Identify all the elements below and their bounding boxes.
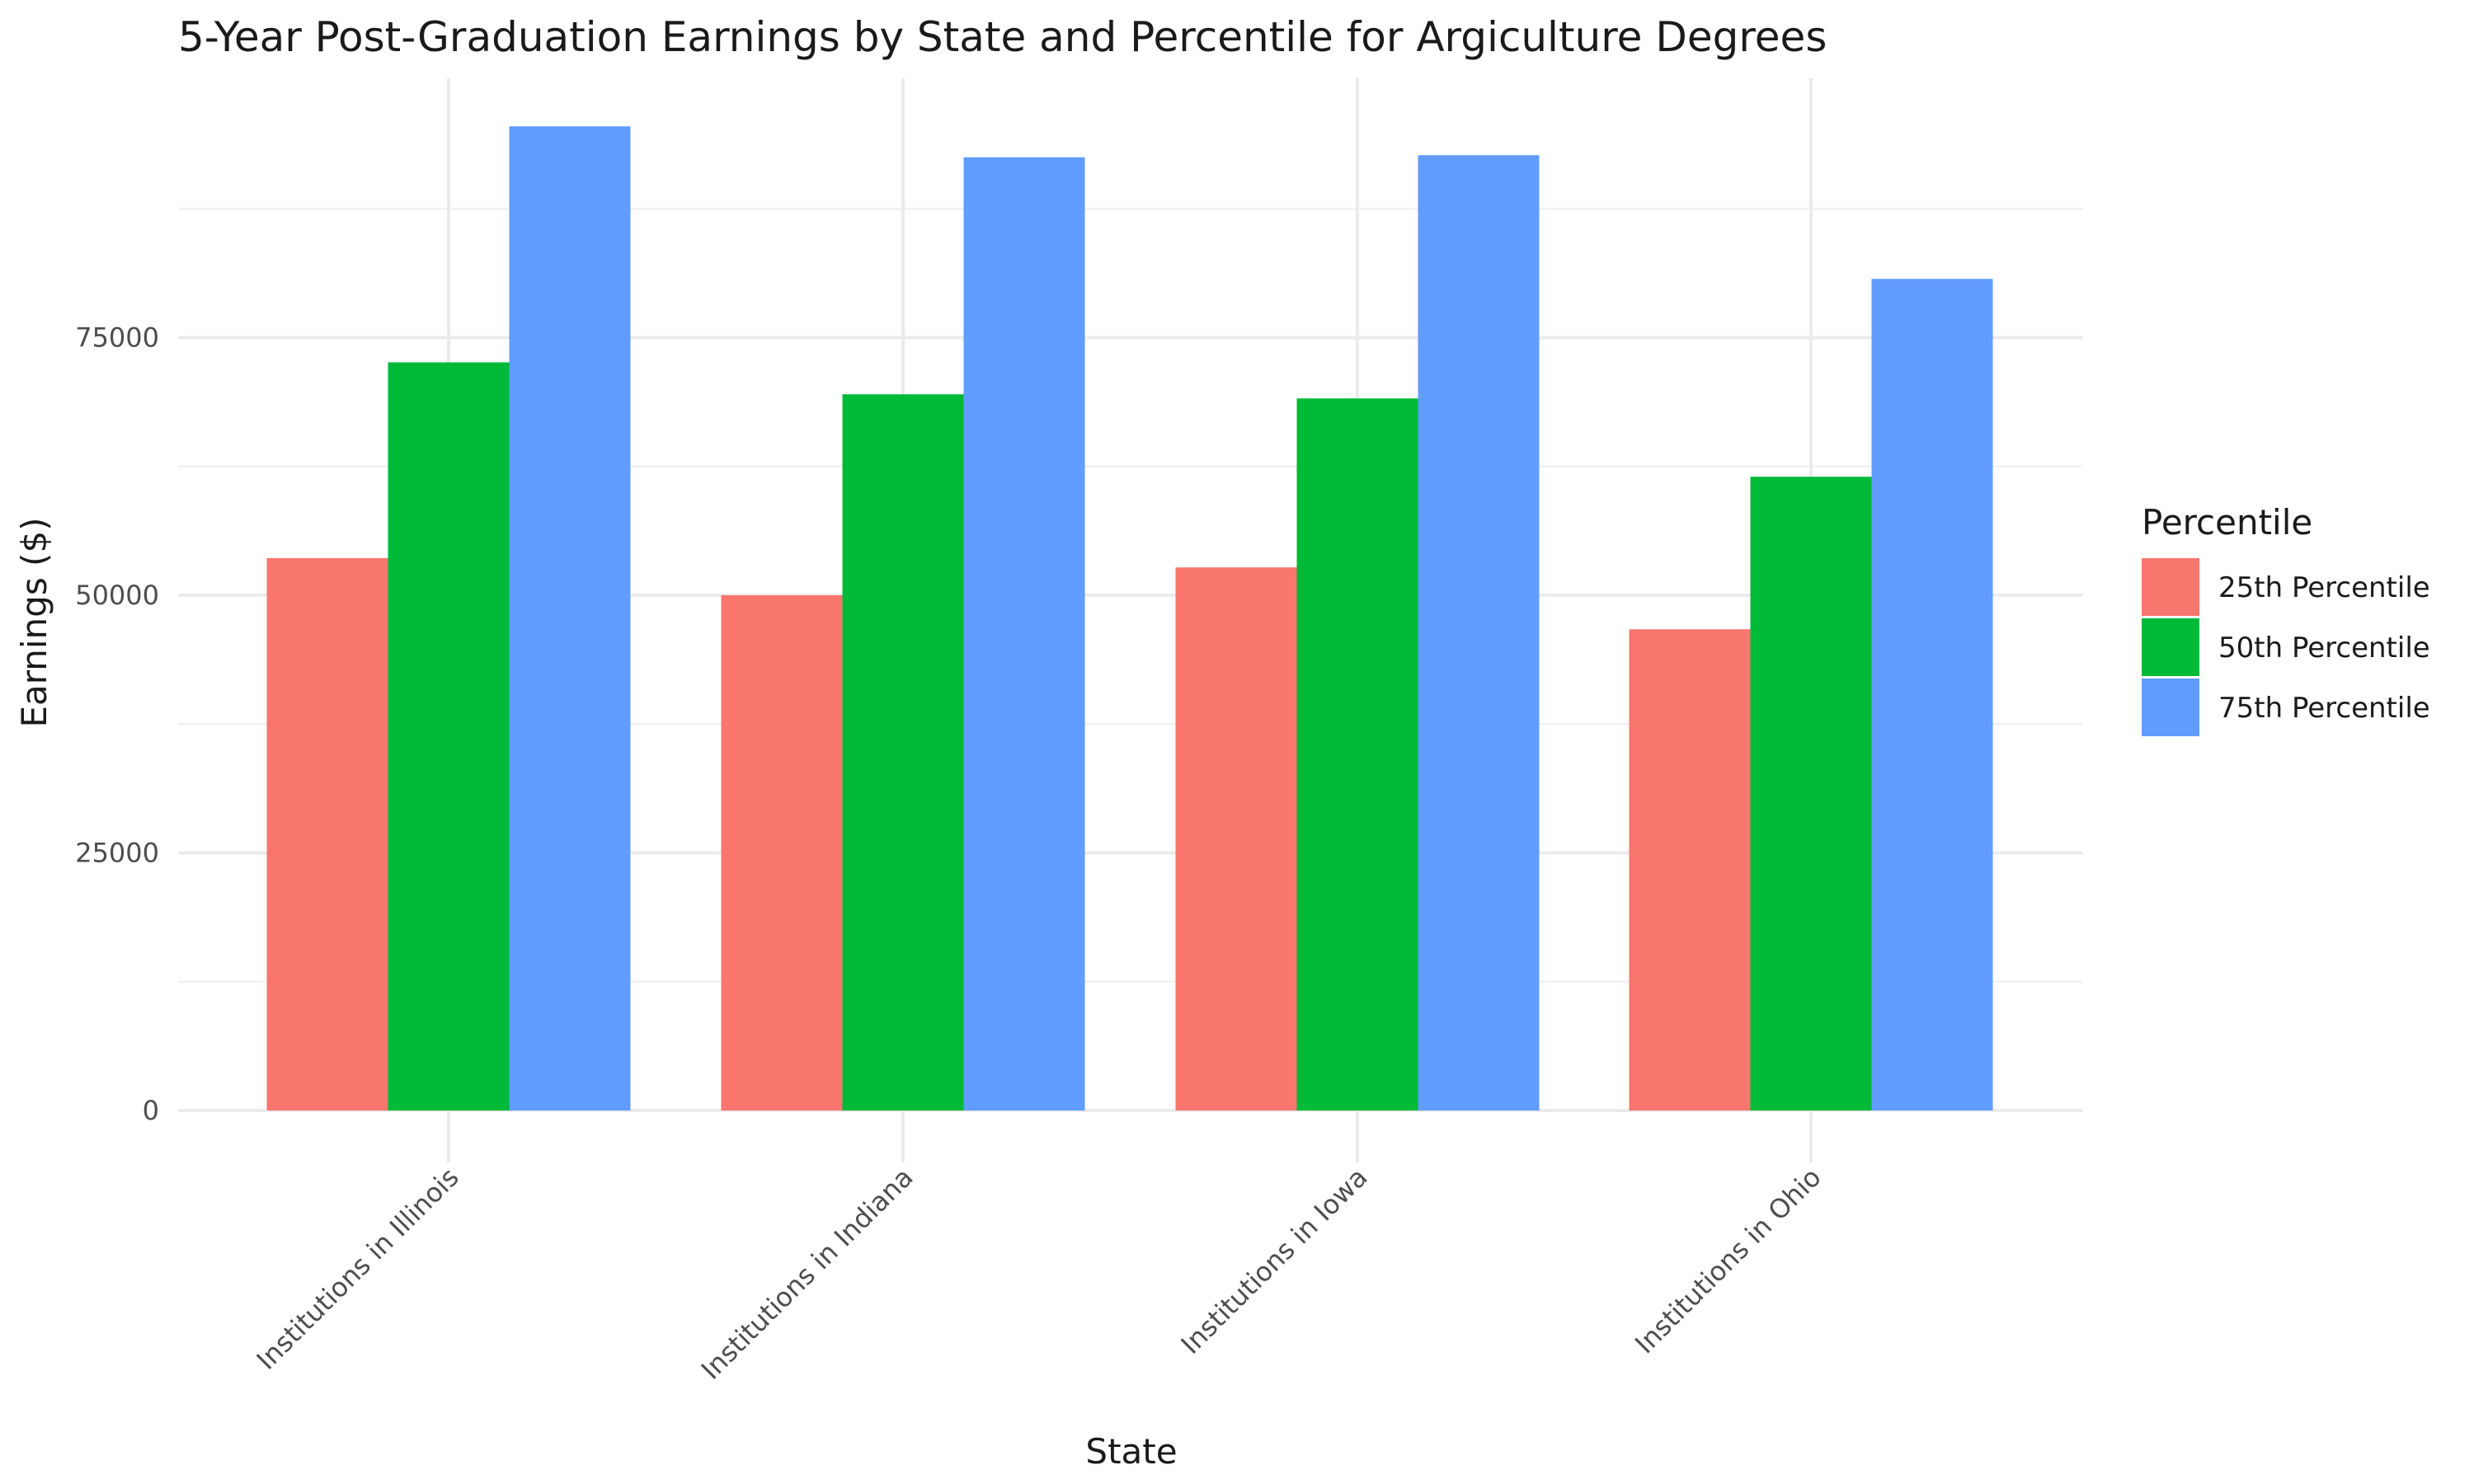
legend: Percentile 25th Percentile 50th Percentil… xyxy=(2142,502,2430,736)
y-tick-label: 50000 xyxy=(75,580,159,611)
bars-layer xyxy=(266,126,1993,1111)
legend-label: 50th Percentile xyxy=(2218,632,2430,665)
legend-swatch xyxy=(2142,558,2199,616)
bar xyxy=(721,595,843,1111)
x-tick-label: Institutions in Indiana xyxy=(695,1162,920,1386)
legend-label: 25th Percentile xyxy=(2218,571,2430,604)
bar xyxy=(963,157,1085,1111)
legend-swatch xyxy=(2142,679,2199,736)
y-tick-label: 75000 xyxy=(75,322,159,354)
bar xyxy=(1750,477,1872,1111)
y-axis-title: Earnings ($) xyxy=(14,517,54,727)
y-tick-label: 0 xyxy=(143,1095,159,1126)
x-axis-ticks: Institutions in Illinois Institutions in … xyxy=(251,1162,1827,1386)
bar xyxy=(266,558,388,1111)
legend-items: 25th Percentile 50th Percentile 75th Perce… xyxy=(2142,558,2430,736)
bar xyxy=(1871,279,1993,1111)
x-axis-title: State xyxy=(1085,1431,1177,1472)
x-tick-label: Institutions in Iowa xyxy=(1175,1162,1374,1360)
y-tick-label: 25000 xyxy=(75,838,159,869)
y-axis-ticks: 0 25000 50000 75000 xyxy=(75,322,159,1127)
bar xyxy=(1629,629,1751,1111)
bar xyxy=(842,394,964,1111)
legend-title: Percentile xyxy=(2142,502,2312,542)
chart-title: 5-Year Post-Graduation Earnings by State… xyxy=(178,13,1827,61)
bar xyxy=(1175,567,1297,1111)
bar xyxy=(509,126,631,1111)
legend-swatch xyxy=(2142,618,2199,676)
bar xyxy=(388,362,510,1111)
bar xyxy=(1296,398,1418,1111)
legend-label: 75th Percentile xyxy=(2218,692,2430,725)
bar xyxy=(1418,155,1540,1111)
x-tick-label: Institutions in Illinois xyxy=(251,1162,465,1376)
x-tick-label: Institutions in Ohio xyxy=(1629,1162,1827,1360)
